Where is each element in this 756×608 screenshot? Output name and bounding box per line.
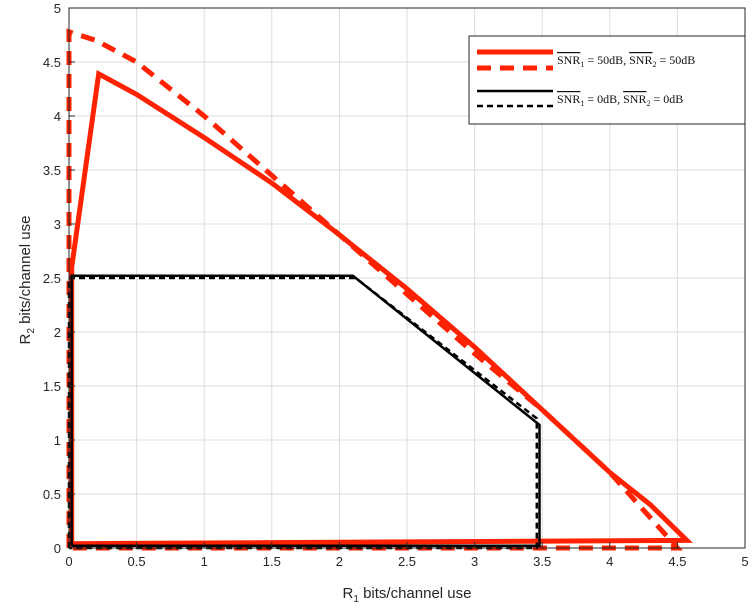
y-tick-label: 0.5 (43, 487, 61, 502)
x-tick-label: 3.5 (533, 554, 551, 569)
x-tick-label: 3 (471, 554, 478, 569)
x-tick-label: 2.5 (398, 554, 416, 569)
x-tick-label: 4.5 (668, 554, 686, 569)
y-tick-label: 1.5 (43, 379, 61, 394)
x-tick-label: 1 (201, 554, 208, 569)
y-axis-label-rest: bits/channel use (17, 216, 34, 329)
y-tick-label: 3 (54, 217, 61, 232)
series-line-black-solid (70, 274, 541, 548)
x-tick-label: 2 (336, 554, 343, 569)
y-axis-label: R2 bits/channel use (17, 216, 37, 345)
legend: SNR1 = 50dB, SNR2 = 50dB SNR1 = 0dB, SNR… (468, 35, 746, 125)
x-axis-label-sub: 1 (353, 594, 359, 605)
x-axis-label: R1 bits/channel use (343, 585, 472, 605)
x-tick-label: 0 (65, 554, 72, 569)
x-tick-label: 0.5 (128, 554, 146, 569)
legend-box (468, 35, 746, 125)
y-tick-label: 2 (54, 325, 61, 340)
x-axis-label-rest: bits/channel use (359, 585, 472, 602)
y-tick-label: 0 (54, 541, 61, 556)
y-tick-label: 4.5 (43, 55, 61, 70)
y-tick-label: 4 (54, 109, 61, 124)
tick-layer: 0 0.5 1 1.5 2 2.5 3 3.5 4 4.5 5 0 0.5 1 1.5 2 2.5 3 3.5 4 4.… (43, 1, 749, 569)
x-tick-label: 1.5 (263, 554, 281, 569)
x-tick-label: 5 (741, 554, 748, 569)
x-tick-label: 4 (606, 554, 613, 569)
y-tick-label: 3.5 (43, 163, 61, 178)
series-line-red-solid (69, 69, 694, 547)
legend-label-black: SNR1 = 0dB, SNR2 = 0dB (557, 92, 683, 108)
legend-label-red: SNR1 = 50dB, SNR2 = 50dB (557, 53, 695, 69)
x-axis-label-main: R (343, 585, 354, 602)
y-tick-label: 1 (54, 433, 61, 448)
series-line-black-dashed (67, 276, 539, 550)
y-tick-label: 5 (54, 1, 61, 16)
y-tick-label: 2.5 (43, 271, 61, 286)
y-axis-label-main: R (17, 333, 34, 344)
y-axis-label-sub: 2 (26, 328, 37, 334)
